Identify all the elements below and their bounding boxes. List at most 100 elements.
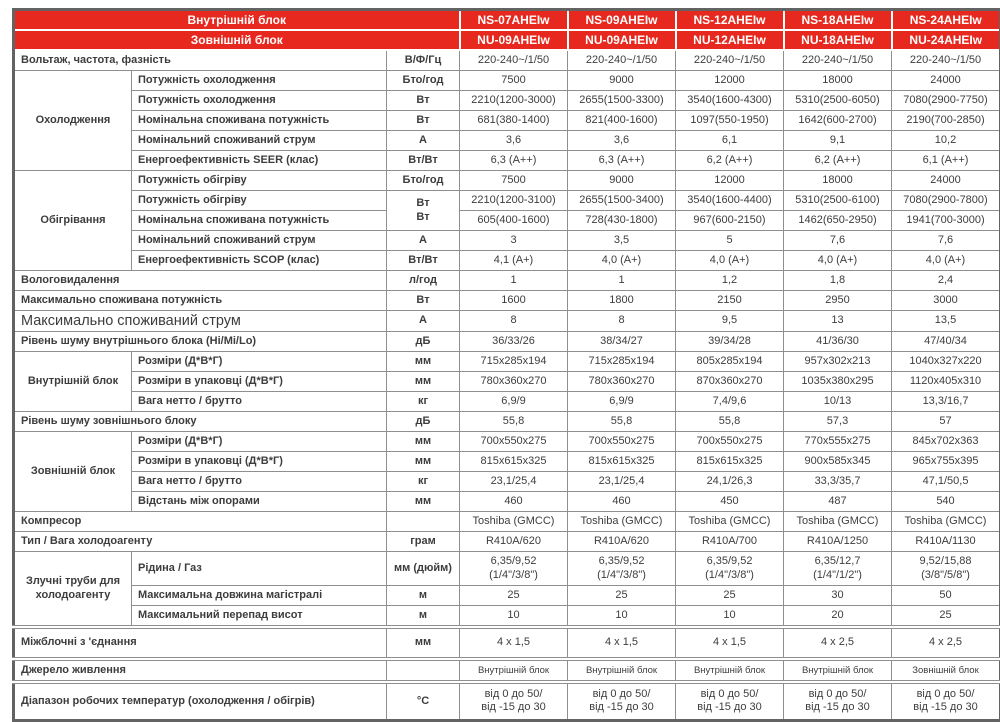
value-cell: 30 — [784, 586, 892, 606]
value-cell: 7500 — [460, 71, 568, 91]
spec-row: Рівень шуму внутрішнього блока (Hi/Mi/Lo… — [14, 332, 1000, 352]
row-label: Рівень шуму внутрішнього блока (Hi/Mi/Lo… — [14, 332, 387, 352]
value-cell: 3,5 — [568, 231, 676, 251]
value-cell: 700x550x275 — [568, 432, 676, 452]
value-cell: 780x360x270 — [568, 372, 676, 392]
value-cell: 220-240~/1/50 — [892, 50, 1000, 71]
unit-cell: °С — [387, 682, 460, 720]
row-label: Діапазон робочих температур (охолодження… — [14, 682, 387, 720]
value-cell: 18000 — [784, 71, 892, 91]
value-cell: від 0 до 50/ від -15 до 30 — [568, 682, 676, 720]
value-cell: 1035x380x295 — [784, 372, 892, 392]
row-label: Максимальний перепад висот — [132, 606, 387, 628]
value-cell: 1600 — [460, 291, 568, 311]
value-cell: 728(430-1800) — [568, 211, 676, 231]
value-cell: 24,1/26,3 — [676, 472, 784, 492]
value-cell: 6,9/9 — [460, 392, 568, 412]
row-label: Максимально споживана потужність — [14, 291, 387, 311]
value-cell: 4,1 (A+) — [460, 251, 568, 271]
value-cell: від 0 до 50/ від -15 до 30 — [784, 682, 892, 720]
value-cell: від 0 до 50/ від -15 до 30 — [892, 682, 1000, 720]
value-cell: 605(400-1600) — [460, 211, 568, 231]
value-cell: 2655(1500-3300) — [568, 91, 676, 111]
value-cell: 460 — [568, 492, 676, 512]
value-cell: 1462(650-2950) — [784, 211, 892, 231]
unit-cell: Вт — [387, 291, 460, 311]
unit-cell: мм — [387, 372, 460, 392]
value-cell: 1120x405x310 — [892, 372, 1000, 392]
row-label: Номінальна споживана потужність — [132, 211, 387, 231]
value-cell: 870x360x270 — [676, 372, 784, 392]
value-cell: 1040x327x220 — [892, 352, 1000, 372]
unit-cell: Бто/год — [387, 71, 460, 91]
value-cell: 12000 — [676, 171, 784, 191]
value-cell: R410A/1130 — [892, 532, 1000, 552]
unit-cell: Вт — [387, 91, 460, 111]
outdoor-model-cell: NU-18AHEIw — [784, 30, 892, 50]
row-label: Потужність охолодження — [132, 91, 387, 111]
value-cell: 6,3 (A++) — [568, 151, 676, 171]
value-cell: 805x285x194 — [676, 352, 784, 372]
row-label: Номінальний споживаний струм — [132, 231, 387, 251]
value-cell: 780x360x270 — [460, 372, 568, 392]
value-cell: 715x285x194 — [460, 352, 568, 372]
value-cell: 7,4/9,6 — [676, 392, 784, 412]
indoor-model-cell: NS-12AHEIw — [676, 10, 784, 31]
value-cell: 1642(600-2700) — [784, 111, 892, 131]
value-cell: 50 — [892, 586, 1000, 606]
value-cell: 6,3 (A++) — [460, 151, 568, 171]
value-cell: 2,4 — [892, 271, 1000, 291]
value-cell: 13,3/16,7 — [892, 392, 1000, 412]
value-cell: 8 — [460, 311, 568, 332]
value-cell: Toshiba (GMCC) — [568, 512, 676, 532]
value-cell: 23,1/25,4 — [568, 472, 676, 492]
unit-cell: А — [387, 131, 460, 151]
value-cell: 770x555x275 — [784, 432, 892, 452]
value-cell: 7,6 — [784, 231, 892, 251]
value-cell: 4,0 (A+) — [676, 251, 784, 271]
outdoor-unit-header: Зовнішній блок — [14, 30, 460, 50]
unit-cell — [387, 512, 460, 532]
value-cell: Зовнішній блок — [892, 659, 1000, 682]
unit-cell: мм — [387, 452, 460, 472]
value-cell: 25 — [676, 586, 784, 606]
value-cell: Внутрішній блок — [676, 659, 784, 682]
unit-cell: Вт/Вт — [387, 251, 460, 271]
value-cell: 9,52/15,88 (3/8"/5/8") — [892, 552, 1000, 586]
value-cell: 4 x 1,5 — [676, 627, 784, 659]
value-cell: Toshiba (GMCC) — [892, 512, 1000, 532]
row-label: Енергоефективність SEER (клас) — [132, 151, 387, 171]
spec-row: Номінальна споживана потужність 605(400-1… — [14, 211, 1000, 231]
value-cell: 9000 — [568, 71, 676, 91]
group-label: Внутрішній блок — [14, 352, 132, 412]
value-cell: 700x550x275 — [460, 432, 568, 452]
value-cell: 9,5 — [676, 311, 784, 332]
value-cell: 55,8 — [460, 412, 568, 432]
group-label: Зовнішній блок — [14, 432, 132, 512]
value-cell: Внутрішній блок — [784, 659, 892, 682]
value-cell: 965x755x395 — [892, 452, 1000, 472]
value-cell: 1800 — [568, 291, 676, 311]
value-cell: 1 — [460, 271, 568, 291]
value-cell: 47,1/50,5 — [892, 472, 1000, 492]
value-cell: 2210(1200-3000) — [460, 91, 568, 111]
value-cell: 24000 — [892, 71, 1000, 91]
